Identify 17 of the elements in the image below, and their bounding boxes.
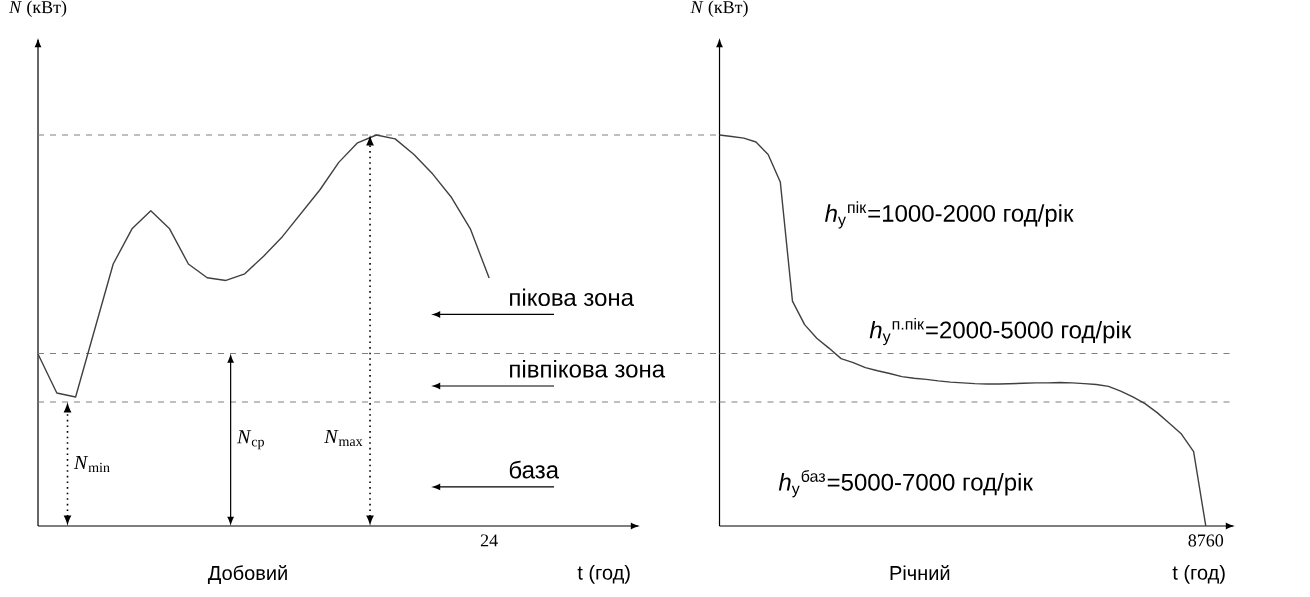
- annotation: h$_{y}$$^{баз}$=5000-7000 год/рік: [778, 470, 1034, 498]
- x-axis-title: t (год): [1172, 565, 1225, 584]
- annotation: N$_{min}$: [73, 455, 110, 473]
- text: Річний: [890, 565, 950, 580]
- text: Добовий: [207, 565, 287, 584]
- annotation: N$_{ср}$: [236, 430, 264, 450]
- annotation: h$_{y}$$^{пік}$=1000-2000 год/рік: [825, 201, 1074, 229]
- text: 8760: [1188, 534, 1224, 547]
- text: база: [509, 460, 560, 479]
- annotation: N$_{max}$: [324, 429, 363, 447]
- annotation: h$_{y}$$^{п.пік}$=2000-5000 год/рік: [869, 317, 1132, 346]
- x-axis-title: t (год): [577, 565, 630, 584]
- text: 24: [480, 534, 498, 547]
- y-axis-title: N (кВт): [8, 0, 67, 17]
- text: пікова зона: [510, 288, 635, 307]
- y-axis-title: N (кВт): [690, 0, 748, 17]
- text: півпікова зона: [510, 360, 666, 378]
